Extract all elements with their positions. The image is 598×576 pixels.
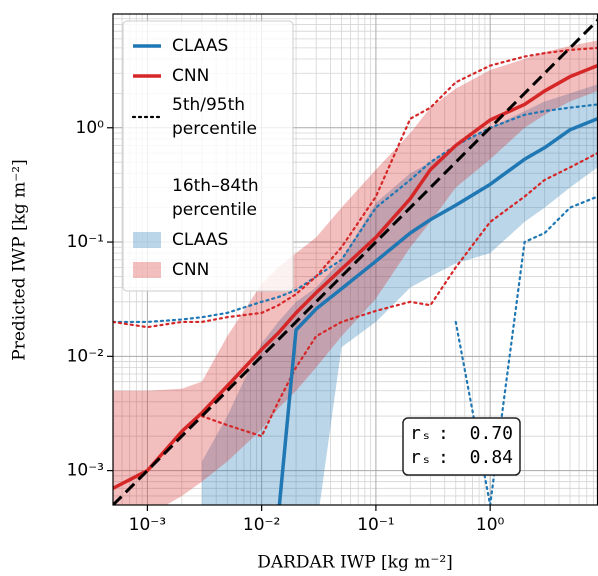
x-tick-label: 10⁻³ xyxy=(129,515,166,535)
stat-symbol: rₛ xyxy=(410,447,432,468)
y-tick-label: 10⁻² xyxy=(67,346,104,366)
legend-label: CLAAS xyxy=(172,36,228,56)
stats-frame xyxy=(402,417,521,476)
legend-patch xyxy=(133,262,161,278)
y-tick-label: 10⁰ xyxy=(76,118,105,138)
percentile-line xyxy=(113,103,598,324)
x-tick-label: 10⁰ xyxy=(476,515,505,535)
x-tick-label: 10⁻¹ xyxy=(357,515,394,535)
stat-separator: : xyxy=(438,423,449,444)
identity-line xyxy=(113,17,598,505)
median-line xyxy=(113,63,598,490)
legend-box xyxy=(122,20,294,292)
stat-symbol: rₛ xyxy=(410,423,432,444)
legend-label: CNN xyxy=(172,260,209,280)
y-tick-label: 10⁻³ xyxy=(67,461,104,481)
x-axis-label: DARDAR IWP [kg m⁻²] xyxy=(257,553,453,573)
ticks: 10⁻³ 10⁻² 10⁻¹ 10⁰ 10⁻³ 10⁻² 10⁻¹ 10⁰ xyxy=(67,118,505,535)
x-tick-label: 10⁻² xyxy=(243,515,280,535)
legend: CLAAS CNN 5th/95th percentile 16th–84th perce… xyxy=(122,20,294,292)
median-line xyxy=(277,117,598,505)
legend-label: percentile xyxy=(172,200,257,220)
legend-patch xyxy=(133,232,161,248)
percentile-band xyxy=(113,40,598,505)
y-tick-label: 10⁻¹ xyxy=(67,232,104,252)
y-axis-label: Predicted IWP [kg m⁻²] xyxy=(10,159,30,360)
legend-label: CLAAS xyxy=(172,230,228,250)
legend-label: 5th/95th xyxy=(172,95,245,115)
stats-box: rₛ:0.70 rₛ:0.84 xyxy=(402,417,521,476)
plot-area xyxy=(113,17,598,505)
stat-value: 0.84 xyxy=(470,447,513,468)
legend-label: percentile xyxy=(172,119,257,139)
stat-separator: : xyxy=(438,447,449,468)
stat-value: 0.70 xyxy=(470,423,513,444)
percentile-band xyxy=(201,84,598,505)
legend-label: CNN xyxy=(172,66,209,86)
percentile-line xyxy=(200,152,598,438)
percentile-line xyxy=(113,46,598,329)
legend-label: 16th–84th xyxy=(172,176,259,196)
